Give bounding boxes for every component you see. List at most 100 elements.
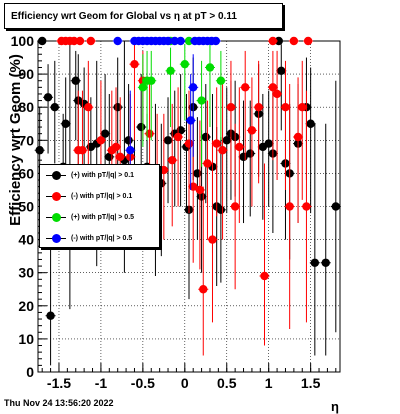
data-point-series-2 xyxy=(216,76,226,85)
data-point-series-2 xyxy=(205,63,215,72)
y-tick-label: 50 xyxy=(18,199,34,215)
data-point-series-1 xyxy=(116,152,125,162)
data-point-series-1 xyxy=(86,36,96,46)
y-tick-label: 100 xyxy=(11,33,35,49)
data-point-series-1 xyxy=(96,136,106,145)
y-tick-label: 70 xyxy=(18,132,34,148)
data-point-series-1 xyxy=(84,103,93,112)
legend-marker-icon xyxy=(52,234,61,243)
data-point-series-1 xyxy=(302,202,311,211)
legend-marker-icon xyxy=(52,171,61,180)
data-point-series-0 xyxy=(50,103,59,112)
data-point-series-1 xyxy=(285,202,294,211)
data-point-series-0 xyxy=(264,139,273,148)
y-tick-label: 10 xyxy=(18,331,34,347)
legend-entry-minus-01: (-) with pT/|q| > 0.1 xyxy=(40,190,160,204)
data-point-series-0 xyxy=(136,122,146,132)
data-point-series-3 xyxy=(113,36,122,46)
data-point-series-1 xyxy=(111,142,121,152)
data-point-series-0 xyxy=(35,146,44,155)
data-point-series-2 xyxy=(166,66,175,75)
data-point-series-2 xyxy=(138,83,148,92)
x-tick-label: 1.5 xyxy=(301,375,321,391)
x-tick-label: -1.5 xyxy=(47,375,71,391)
data-point-series-1 xyxy=(226,103,236,112)
data-point-series-3 xyxy=(126,146,135,155)
data-point-series-3 xyxy=(163,36,173,46)
data-point-series-0 xyxy=(310,258,320,267)
legend-label: (-) with pT/|q| > 0.5 xyxy=(71,235,133,242)
y-tick-label: 80 xyxy=(18,99,34,115)
data-point-series-1 xyxy=(230,202,240,211)
data-point-series-1 xyxy=(268,36,278,46)
data-point-series-0 xyxy=(306,119,315,128)
y-tick-label: 60 xyxy=(18,165,34,181)
data-point-series-1 xyxy=(241,83,250,92)
y-tick-label: 30 xyxy=(18,265,34,281)
chart-legend: (+) with pT/|q| > 0.1 (-) with pT/|q| > … xyxy=(39,164,160,248)
legend-marker-icon xyxy=(52,213,61,222)
data-point-series-1 xyxy=(75,36,85,46)
data-point-series-1 xyxy=(195,185,205,195)
data-point-series-3 xyxy=(186,116,195,125)
data-point-series-1 xyxy=(78,146,87,155)
data-point-series-0 xyxy=(321,258,330,267)
y-axis-label: Efficiency wrt Geom (%) xyxy=(7,54,24,226)
data-point-series-0 xyxy=(43,93,53,102)
data-point-series-1 xyxy=(159,165,169,175)
legend-entry-plus-01: (+) with pT/|q| > 0.1 xyxy=(40,169,160,183)
legend-label: (+) with pT/|q| > 0.5 xyxy=(71,214,135,221)
data-point-series-2 xyxy=(197,96,206,105)
data-point-series-0 xyxy=(163,136,173,145)
data-point-series-2 xyxy=(147,76,156,85)
data-point-series-2 xyxy=(184,36,194,46)
timestamp-label: Thu Nov 24 13:56:20 2022 xyxy=(4,398,114,408)
data-point-series-1 xyxy=(272,89,282,99)
data-point-series-1 xyxy=(199,285,208,294)
data-point-series-1 xyxy=(247,126,257,135)
data-point-series-0 xyxy=(37,36,47,46)
data-point-series-1 xyxy=(208,235,217,244)
data-point-series-0 xyxy=(246,149,255,158)
data-point-series-1 xyxy=(268,83,278,92)
data-point-series-0 xyxy=(201,132,210,142)
x-tick-label: -1 xyxy=(95,375,108,391)
data-point-series-0 xyxy=(100,129,110,138)
x-tick-label: 0.5 xyxy=(217,375,237,391)
data-point-series-1 xyxy=(298,103,307,112)
data-point-series-1 xyxy=(303,36,313,46)
x-axis-label: η xyxy=(331,399,339,414)
data-point-series-1 xyxy=(212,139,221,148)
data-point-series-0 xyxy=(124,136,133,145)
y-tick-label: 0 xyxy=(26,364,34,380)
data-point-series-3 xyxy=(170,36,179,46)
x-tick-label: 1 xyxy=(265,375,273,391)
data-point-series-3 xyxy=(211,36,221,46)
legend-label: (+) with pT/|q| > 0.1 xyxy=(71,172,135,179)
chart-title: Efficiency wrt Geom for Global vs η at p… xyxy=(4,3,283,29)
x-tick-label: 0 xyxy=(181,375,189,391)
data-point-series-0 xyxy=(61,119,70,128)
y-tick-label: 40 xyxy=(18,232,34,248)
data-point-series-1 xyxy=(235,142,244,152)
data-point-series-1 xyxy=(289,36,299,46)
legend-marker-icon xyxy=(52,192,61,201)
data-point-series-1 xyxy=(260,271,269,281)
data-point-series-2 xyxy=(180,59,190,69)
data-point-series-1 xyxy=(173,132,183,142)
data-point-series-1 xyxy=(69,36,79,46)
data-point-series-0 xyxy=(331,202,341,211)
data-point-series-1 xyxy=(130,59,139,69)
data-point-series-0 xyxy=(46,311,55,320)
data-point-series-1 xyxy=(168,155,177,165)
data-point-series-0 xyxy=(274,36,283,46)
legend-label: (-) with pT/|q| > 0.1 xyxy=(71,193,133,200)
y-tick-label: 20 xyxy=(18,298,34,314)
legend-entry-plus-05: (+) with pT/|q| > 0.5 xyxy=(40,211,160,225)
data-point-series-0 xyxy=(222,136,231,145)
data-point-series-1 xyxy=(203,159,212,168)
data-point-series-3 xyxy=(176,36,185,46)
data-point-series-1 xyxy=(281,103,290,112)
data-point-series-1 xyxy=(254,103,263,112)
x-tick-label: -0.5 xyxy=(131,375,155,391)
